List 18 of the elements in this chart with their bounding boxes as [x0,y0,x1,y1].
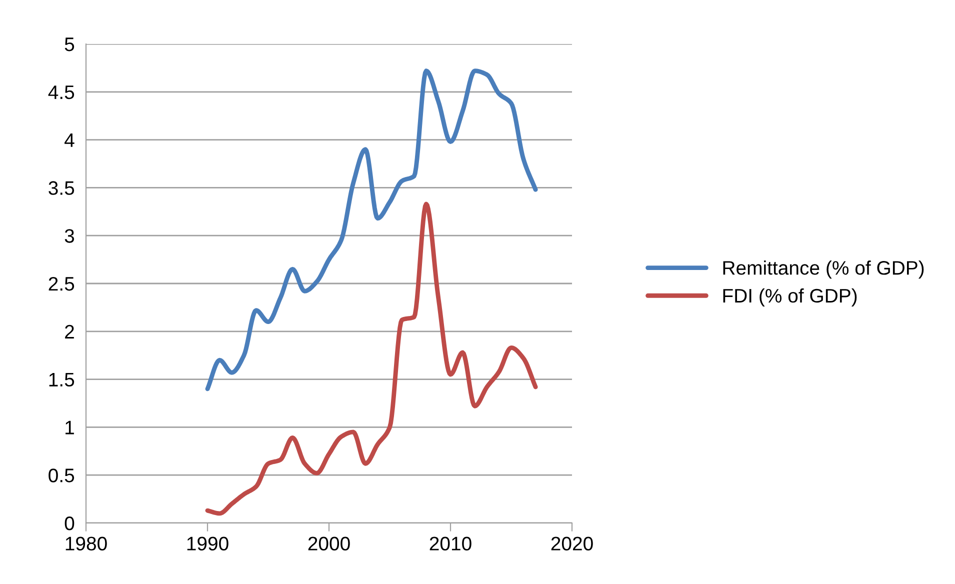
y-tick-label: 0.5 [48,468,74,482]
legend-label: Remittance (% of GDP) [723,260,924,279]
y-tick-label: 1.5 [49,372,74,387]
y-tick-label: 4.5 [48,86,74,100]
x-tick-label: 2020 [551,536,593,550]
y-tick-label: 0 [64,516,74,530]
x-tick-label: 2010 [430,536,472,550]
y-tick-label: 3 [64,229,74,243]
y-tick-label: 3.5 [48,181,74,195]
y-tick-label: 2.5 [48,276,74,291]
y-tick-label: 4 [64,133,74,147]
x-tick-label: 2000 [308,536,350,550]
y-tick-label: 1 [66,420,74,434]
y-tick-label: 5 [64,38,74,52]
x-tick-label: 1980 [66,536,107,550]
x-tick-label: 1990 [187,536,228,550]
y-tick-label: 2 [65,324,74,338]
legend-label: FDI (% of GDP) [723,288,857,306]
